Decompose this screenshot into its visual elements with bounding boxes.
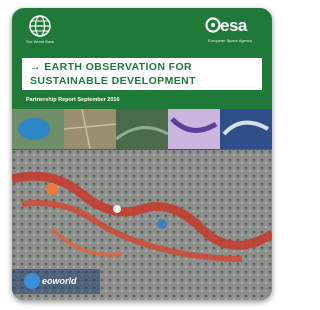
world-bank-globe — [28, 14, 52, 38]
title-box: → EARTH OBSERVATION FOR SUSTAINABLE DEVE… — [22, 58, 262, 90]
world-bank-label: The World Bank — [20, 39, 60, 44]
page: {"header": {"left_logo_text": "The World… — [0, 0, 283, 310]
eoworld-logo: eoworld — [42, 276, 77, 286]
title-line: → EARTH OBSERVATION FOR — [30, 61, 192, 73]
satellite-images — [12, 109, 272, 300]
title-line: SUSTAINABLE DEVELOPMENT — [30, 75, 196, 87]
esa-subtitle: European Space Agency — [208, 38, 252, 43]
subtitle: Partnership Report September 2016 — [26, 97, 120, 103]
report-cover: The World Bank esa European Space Agency… — [12, 8, 272, 300]
esa-mark — [205, 17, 221, 33]
esa-logo: esa — [220, 16, 247, 36]
